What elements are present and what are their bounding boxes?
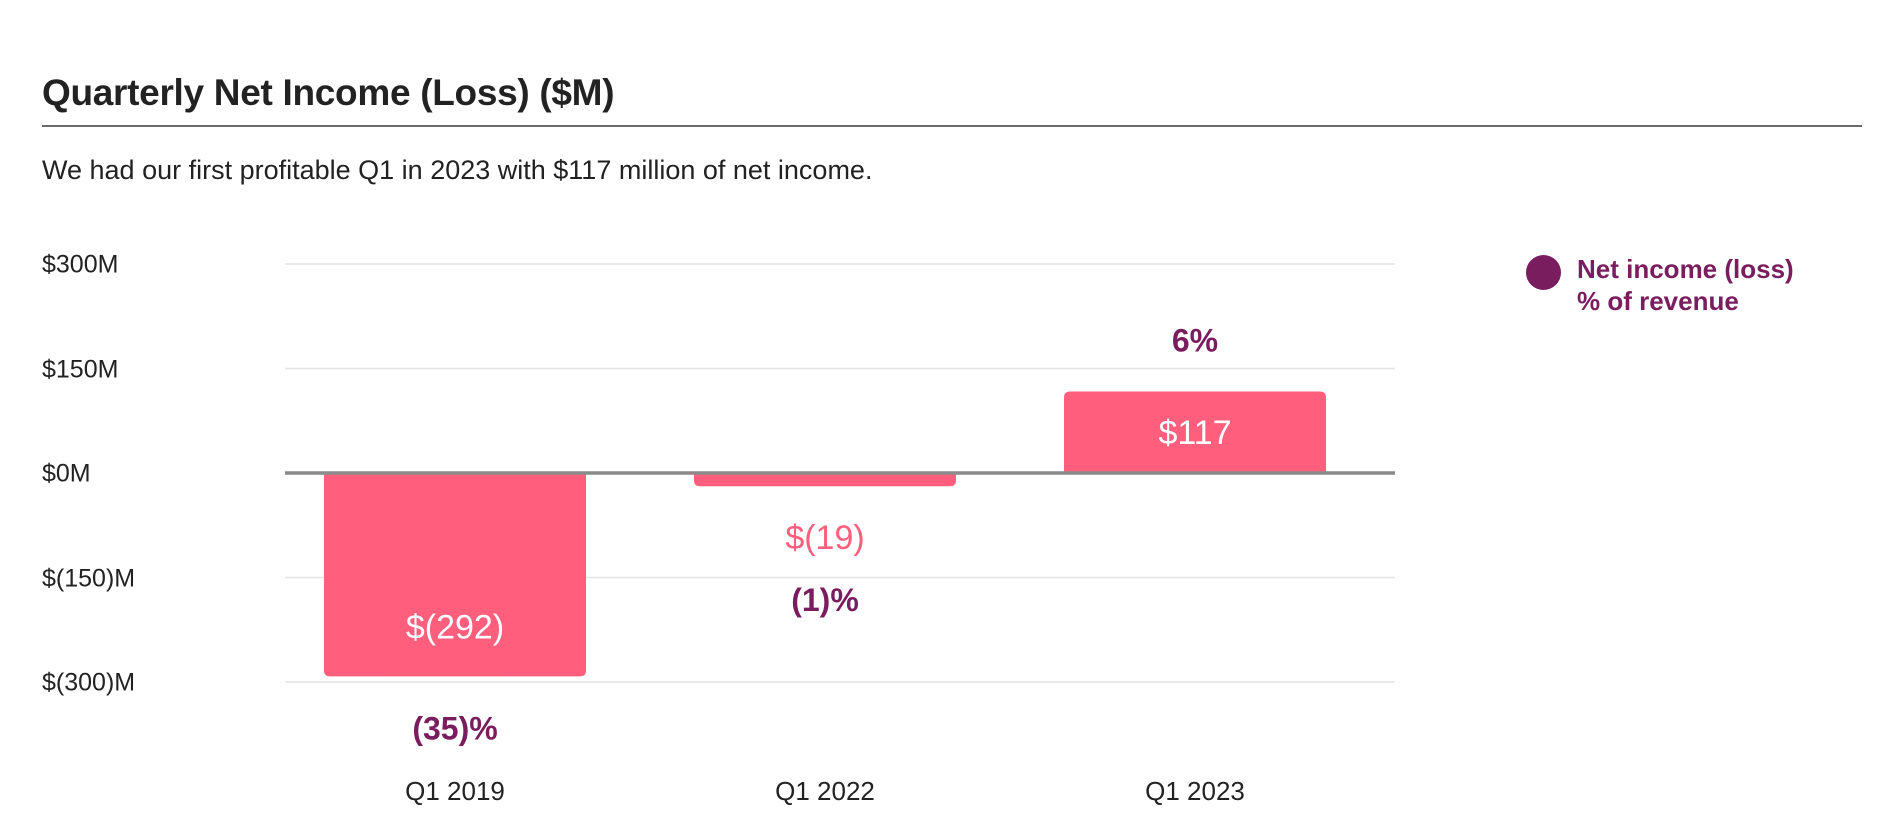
legend-dot-icon xyxy=(1526,255,1561,290)
chart-title: Quarterly Net Income (Loss) ($M) xyxy=(42,72,615,113)
title-divider xyxy=(42,125,1862,127)
bar-value-label: $117 xyxy=(1158,414,1231,452)
y-tick-label: $(150)M xyxy=(42,564,136,592)
legend-label-percent-revenue: % of revenue xyxy=(1577,286,1739,316)
x-tick-label: Q1 2019 xyxy=(405,776,505,806)
bar-value-label: $(19) xyxy=(785,519,864,557)
bar-value-label: $(292) xyxy=(406,608,504,646)
y-tick-label: $0M xyxy=(42,459,91,488)
bar xyxy=(694,473,956,487)
y-tick-label: $150M xyxy=(42,355,119,383)
x-tick-label: Q1 2023 xyxy=(1145,776,1245,806)
y-tick-label: $(300)M xyxy=(42,668,136,697)
x-tick-label: Q1 2022 xyxy=(775,776,875,806)
legend-text: Net income (loss) % of revenue xyxy=(1577,253,1794,317)
percent-label: (1)% xyxy=(791,582,859,618)
legend-label-net-income: Net income (loss) xyxy=(1577,254,1794,284)
bar xyxy=(324,473,586,677)
chart-subtitle: We had our first profitable Q1 in 2023 w… xyxy=(42,155,873,185)
y-tick-label: $300M xyxy=(42,250,119,279)
legend: Net income (loss) % of revenue xyxy=(1526,253,1794,317)
percent-label: 6% xyxy=(1172,322,1218,358)
bar xyxy=(1064,391,1326,473)
percent-label: (35)% xyxy=(412,710,497,746)
